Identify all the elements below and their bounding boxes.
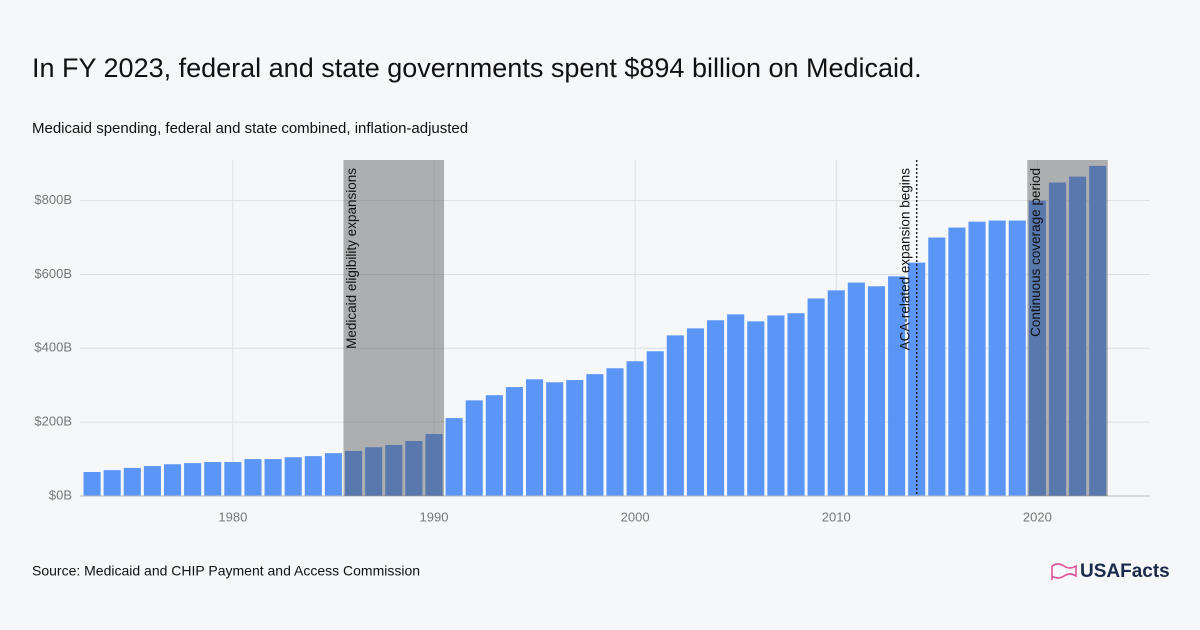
bar bbox=[244, 459, 262, 496]
bar bbox=[264, 459, 282, 496]
bar bbox=[546, 382, 564, 496]
bar bbox=[767, 315, 785, 496]
bar bbox=[807, 298, 825, 496]
bar bbox=[485, 395, 503, 496]
bar bbox=[465, 400, 483, 496]
bar bbox=[747, 321, 765, 496]
x-tick-label: 2000 bbox=[621, 509, 650, 524]
bar bbox=[566, 380, 584, 496]
bar bbox=[666, 335, 684, 496]
shaded-period bbox=[1027, 160, 1108, 496]
bar bbox=[1048, 182, 1067, 496]
x-tick-label: 2010 bbox=[822, 509, 851, 524]
bar bbox=[1028, 200, 1046, 496]
annotation-label: ACA-related expansion begins bbox=[897, 168, 912, 351]
chart-title: In FY 2023, federal and state government… bbox=[32, 53, 922, 83]
y-tick-label: $800B bbox=[34, 192, 72, 207]
bar bbox=[787, 313, 805, 496]
x-tick-label: 1980 bbox=[218, 509, 247, 524]
bar bbox=[1089, 165, 1107, 496]
bar bbox=[586, 374, 604, 496]
brand-logo bbox=[1051, 563, 1077, 580]
bar bbox=[707, 320, 725, 496]
bar bbox=[163, 464, 182, 496]
bar bbox=[847, 282, 865, 496]
bar bbox=[385, 445, 403, 496]
bar bbox=[224, 462, 242, 496]
x-tick-label: 2020 bbox=[1023, 509, 1052, 524]
bar bbox=[727, 314, 745, 496]
bar bbox=[103, 470, 121, 496]
source: Source: Medicaid and CHIP Payment and Ac… bbox=[32, 563, 420, 579]
bar bbox=[867, 286, 886, 496]
bar bbox=[505, 387, 523, 496]
bar bbox=[425, 433, 443, 496]
bar bbox=[83, 472, 101, 496]
y-tick-label: $200B bbox=[34, 414, 72, 429]
bar bbox=[143, 466, 161, 496]
brand: USAFacts bbox=[1080, 561, 1170, 582]
bar bbox=[284, 457, 302, 496]
x-tick-label: 1990 bbox=[420, 509, 449, 524]
bar bbox=[988, 220, 1006, 497]
bar bbox=[1008, 220, 1026, 497]
bar bbox=[405, 440, 423, 496]
bar bbox=[908, 262, 926, 496]
bar bbox=[888, 276, 906, 496]
bar bbox=[304, 456, 322, 496]
chart-subtitle: Medicaid spending, federal and state com… bbox=[32, 120, 468, 137]
bar bbox=[968, 221, 986, 496]
y-tick-label: $0B bbox=[49, 487, 72, 502]
y-tick-label: $600B bbox=[34, 266, 72, 281]
bar bbox=[123, 467, 141, 496]
bar bbox=[1069, 176, 1087, 496]
bar bbox=[365, 447, 383, 496]
bar bbox=[626, 361, 644, 496]
bar bbox=[646, 351, 664, 496]
annotation-label: Continuous coverage period bbox=[1028, 168, 1043, 337]
bar bbox=[606, 368, 624, 496]
bar bbox=[928, 237, 946, 497]
bar bbox=[686, 328, 704, 496]
bar bbox=[445, 418, 463, 496]
bar bbox=[324, 453, 342, 496]
annotation-label: Medicaid eligibility expansions bbox=[344, 168, 359, 349]
bar bbox=[344, 450, 363, 496]
bar bbox=[184, 463, 202, 496]
bar bbox=[827, 290, 845, 496]
y-tick-label: $400B bbox=[34, 340, 72, 355]
shaded-period bbox=[343, 160, 445, 496]
bar bbox=[204, 462, 222, 496]
bar bbox=[948, 227, 966, 497]
bar bbox=[526, 379, 544, 496]
